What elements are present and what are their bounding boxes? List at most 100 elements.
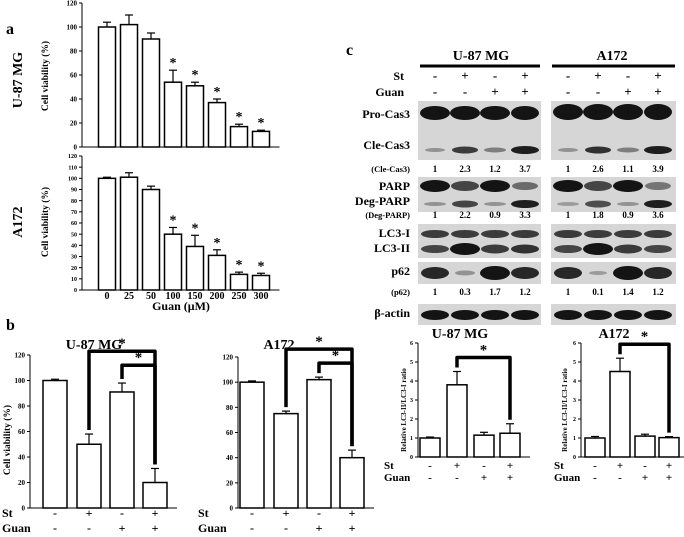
blot-bands — [420, 104, 672, 320]
y-tick-label: 2 — [410, 417, 413, 423]
blot-quant-value: 0.3 — [459, 287, 471, 297]
blot-quant-value: 3.3 — [519, 210, 531, 220]
band-cle-cas3 — [617, 147, 639, 153]
band-pro-cas3 — [553, 104, 583, 120]
panel-label-c: c — [346, 42, 353, 59]
comparison-bracket — [120, 363, 157, 465]
treatment-sign: - — [120, 506, 124, 520]
band-deg-parp — [511, 200, 539, 208]
x-tick-label: 50 — [146, 291, 156, 302]
blot-protein-label: β-actin — [374, 306, 410, 320]
significance-marker: * — [170, 213, 177, 228]
band-pro-cas3 — [644, 104, 672, 120]
treatment-row-label: St — [2, 506, 13, 520]
y-tick-label: 50 — [71, 232, 77, 238]
blot-protein-label: Deg-PARP — [355, 194, 410, 208]
blot-quant-label: (Deg-PARP) — [365, 210, 410, 220]
band-lc3-i — [511, 230, 539, 238]
western-blot-panel: U-87 MG A172 St Guan Pro-Cas3 Cle-Cas3 P… — [355, 49, 676, 325]
treatment-sign: - — [250, 506, 254, 520]
y-tick-label: 3 — [573, 398, 576, 404]
y-tick-label: 0 — [573, 455, 576, 461]
y-tick-label: 100 — [68, 176, 77, 182]
blot-protein-label: p62 — [391, 264, 410, 278]
treatment-sign: - — [284, 521, 288, 535]
treatment-sign: - — [482, 460, 486, 472]
treatment-row-label: Guan — [2, 521, 31, 535]
blot-treatment-sign: + — [594, 68, 601, 83]
y-tick-label: 4 — [573, 379, 576, 385]
band-p62 — [511, 267, 539, 279]
y-tick-label: 120 — [67, 0, 78, 7]
y-tick-label: 4 — [410, 379, 413, 385]
band-p62 — [455, 270, 475, 276]
comparison-significance: * — [135, 350, 143, 366]
y-tick-label: 0 — [22, 504, 26, 512]
treatment-row-label: Guan — [198, 521, 227, 535]
significance-marker: * — [214, 85, 221, 100]
treatment-row-label: St — [198, 506, 209, 520]
bar — [141, 188, 161, 291]
band-lc3-i — [614, 230, 642, 238]
blot-treatment-sign: + — [491, 84, 498, 99]
comparison-significance: * — [641, 329, 649, 345]
band-lc3-i — [421, 230, 449, 238]
significance-marker: * — [258, 116, 265, 131]
treatment-sign: - — [618, 472, 622, 484]
band-parp — [451, 181, 479, 191]
y-tick-label: 70 — [71, 210, 77, 216]
band-actin — [554, 310, 582, 320]
x-tick-label: 100 — [166, 291, 181, 302]
y-tick-label: 30 — [71, 255, 77, 261]
bar — [499, 432, 521, 458]
blot-title-a172: A172 — [596, 49, 627, 64]
x-tick-label: 0 — [105, 291, 110, 302]
treatment-row-label: St — [554, 460, 564, 472]
y-axis-label: Relative LC3-II/LC3-I ratio — [561, 368, 569, 452]
band-actin — [511, 310, 539, 320]
blot-strip-actin-a172 — [551, 304, 676, 325]
significance-marker: * — [192, 68, 199, 83]
blot-protein-label: Pro-Cas3 — [362, 107, 410, 121]
blot-treatment-sign: - — [463, 84, 467, 99]
blot-quant-value: 1.2 — [652, 287, 664, 297]
band-lc3-ii — [583, 243, 613, 255]
comparison-significance: * — [480, 343, 488, 359]
blot-title-u87: U-87 MG — [453, 49, 509, 64]
y-tick-label: 120 — [15, 351, 26, 359]
blot-treatment-sign: - — [493, 68, 497, 83]
blot-treatment-sign: + — [624, 84, 631, 99]
band-actin — [584, 310, 612, 320]
y-tick-label: 60 — [226, 429, 234, 437]
treatment-sign: + — [507, 460, 513, 472]
y-tick-label: 40 — [226, 454, 234, 462]
y-tick-label: 0 — [74, 288, 77, 294]
blot-row-label-guan: Guan — [375, 85, 404, 99]
treatment-sign: + — [316, 521, 323, 535]
bar — [251, 130, 271, 148]
blot-quant-label: (Cle-Cas3) — [371, 164, 410, 174]
blot-quant-value: 1 — [566, 164, 571, 174]
y-tick-label: 40 — [70, 95, 78, 103]
band-cle-cas3 — [425, 148, 445, 152]
band-parp — [420, 180, 450, 192]
chart-title: A172 — [598, 327, 629, 342]
band-actin — [421, 310, 449, 320]
x-tick-label: 200 — [210, 291, 225, 302]
blot-row-label-st: St — [393, 69, 404, 83]
y-tick-label: 1 — [410, 436, 413, 442]
y-tick-label: 110 — [68, 165, 77, 171]
treatment-sign: - — [53, 506, 57, 520]
blot-treatment-sign: - — [566, 84, 570, 99]
blot-treatment-sign: - — [626, 68, 630, 83]
blot-strip-actin-u87 — [418, 304, 541, 325]
y-axis-label: Cell viability (%) — [40, 41, 51, 111]
treatment-sign: - — [455, 472, 459, 484]
bar — [229, 125, 249, 148]
blot-quant-value: 1 — [433, 287, 438, 297]
treatment-sign: + — [617, 460, 623, 472]
y-axis-label: Relative LC3-II/LC3-I ratio — [400, 368, 408, 452]
treatment-row-label: Guan — [554, 472, 580, 484]
bar — [163, 233, 183, 291]
band-cle-cas3 — [644, 146, 672, 154]
